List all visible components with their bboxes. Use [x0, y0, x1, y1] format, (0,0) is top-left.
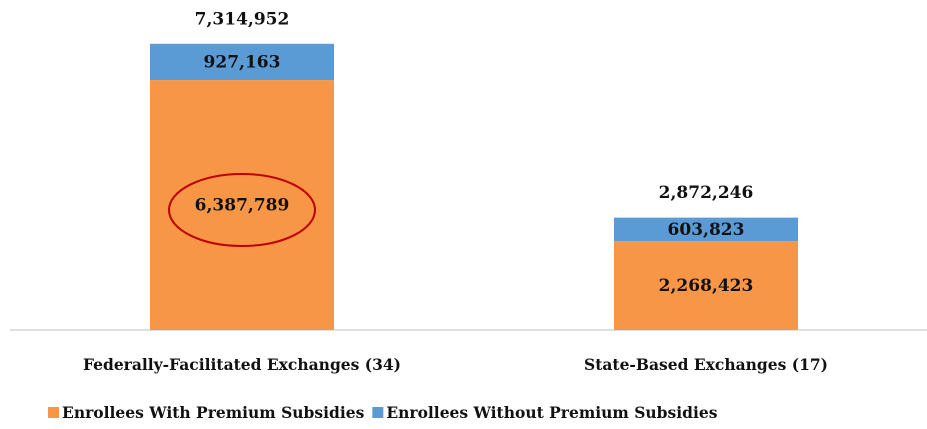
legend-swatch: [372, 407, 384, 418]
bar-segment: [614, 241, 798, 330]
data-label: 6,387,789: [195, 196, 290, 216]
data-label: 927,163: [204, 52, 281, 72]
legend-label: Enrollees Without Premium Subsidies: [386, 403, 717, 422]
data-label: 603,823: [668, 220, 745, 240]
x-tick-label: Federally-Facilitated Exchanges (34): [83, 355, 401, 374]
bar-segment: [150, 43, 334, 81]
x-tick-label: State-Based Exchanges (17): [584, 355, 828, 374]
legend-label: Enrollees With Premium Subsidies: [62, 403, 365, 422]
legend-swatch: [48, 407, 59, 418]
bar-segment: [150, 80, 334, 330]
highlight-ellipse: [168, 173, 316, 247]
bar-segment: [614, 217, 798, 242]
data-label: 2,268,423: [659, 276, 754, 296]
total-label: 7,314,952: [195, 9, 290, 29]
total-label: 2,872,246: [659, 183, 754, 203]
